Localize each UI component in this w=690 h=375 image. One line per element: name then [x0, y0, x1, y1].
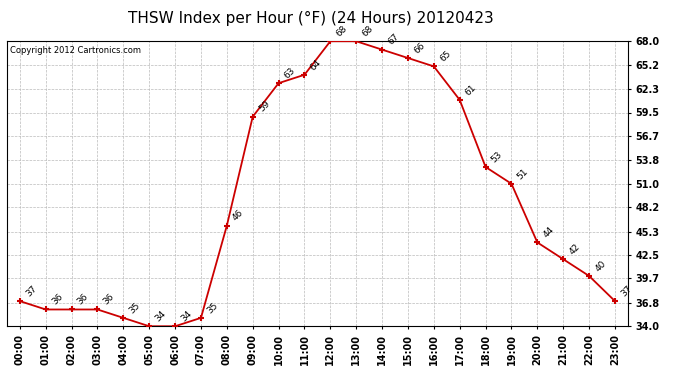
Text: 68: 68 — [335, 24, 349, 39]
Text: 66: 66 — [412, 41, 426, 55]
Text: 51: 51 — [515, 166, 530, 181]
Text: 63: 63 — [283, 66, 297, 80]
Text: 61: 61 — [464, 82, 478, 97]
Text: 37: 37 — [619, 284, 633, 298]
Text: 36: 36 — [76, 292, 90, 307]
Text: 68: 68 — [360, 24, 375, 39]
Text: 37: 37 — [24, 284, 39, 298]
Text: Copyright 2012 Cartronics.com: Copyright 2012 Cartronics.com — [10, 45, 141, 54]
Text: 35: 35 — [205, 301, 219, 315]
Text: 34: 34 — [153, 309, 168, 324]
Text: 46: 46 — [231, 209, 246, 223]
Text: 65: 65 — [438, 49, 453, 64]
Text: 42: 42 — [567, 242, 582, 256]
Text: 35: 35 — [128, 301, 142, 315]
Text: 44: 44 — [542, 225, 556, 240]
Text: 40: 40 — [593, 259, 608, 273]
Text: THSW Index per Hour (°F) (24 Hours) 20120423: THSW Index per Hour (°F) (24 Hours) 2012… — [128, 11, 493, 26]
Text: 67: 67 — [386, 32, 401, 47]
Text: 34: 34 — [179, 309, 194, 324]
Text: 64: 64 — [308, 58, 323, 72]
Text: 59: 59 — [257, 99, 271, 114]
Text: 36: 36 — [50, 292, 64, 307]
Text: 36: 36 — [101, 292, 116, 307]
Text: 53: 53 — [490, 150, 504, 164]
